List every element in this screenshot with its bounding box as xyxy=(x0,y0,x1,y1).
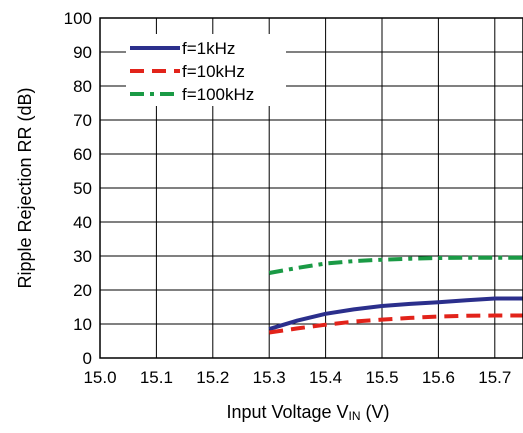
x-tick-label-6: 15.6 xyxy=(422,368,455,387)
y-tick-label-10: 100 xyxy=(64,9,92,28)
x-tick-label-5: 15.5 xyxy=(365,368,398,387)
y-tick-label-8: 80 xyxy=(73,77,92,96)
y-tick-label-0: 0 xyxy=(83,349,92,368)
plot-frame xyxy=(99,17,523,359)
y-tick-label-7: 70 xyxy=(73,111,92,130)
x-axis-label-subscript: IN xyxy=(349,409,361,423)
series-line-f100khz xyxy=(268,255,523,275)
series-layer xyxy=(268,255,523,335)
legend-label-1: f=10kHz xyxy=(182,62,245,81)
x-tick-labels: 15.0 15.1 15.2 15.3 15.4 15.5 15.6 15.7 xyxy=(83,368,511,387)
x-axis-label-unit: (V) xyxy=(361,402,390,422)
legend-label-2: f=100kHz xyxy=(182,85,254,104)
x-tick-label-3: 15.3 xyxy=(253,368,286,387)
y-tick-label-3: 30 xyxy=(73,247,92,266)
x-tick-label-2: 15.2 xyxy=(196,368,229,387)
series-line-f1khz xyxy=(268,296,523,332)
x-tick-label-4: 15.4 xyxy=(309,368,342,387)
x-tick-label-7: 15.7 xyxy=(478,368,511,387)
x-axis-label: Input Voltage VIN (V) xyxy=(226,402,389,423)
y-tick-label-5: 50 xyxy=(73,179,92,198)
y-tick-label-2: 20 xyxy=(73,281,92,300)
x-axis-label-main: Input Voltage V xyxy=(226,402,348,422)
x-tick-label-1: 15.1 xyxy=(140,368,173,387)
y-tick-label-9: 90 xyxy=(73,43,92,62)
y-tick-label-6: 60 xyxy=(73,145,92,164)
y-tick-labels: 0 10 20 30 40 50 60 70 80 90 100 xyxy=(64,9,92,368)
y-axis-label: Ripple Rejection RR (dB) xyxy=(15,87,35,288)
x-tick-label-0: 15.0 xyxy=(83,368,116,387)
legend-label-0: f=1kHz xyxy=(182,39,235,58)
y-tick-label-4: 40 xyxy=(73,213,92,232)
y-tick-label-1: 10 xyxy=(73,315,92,334)
legend: f=1kHz f=10kHz f=100kHz xyxy=(126,34,286,106)
